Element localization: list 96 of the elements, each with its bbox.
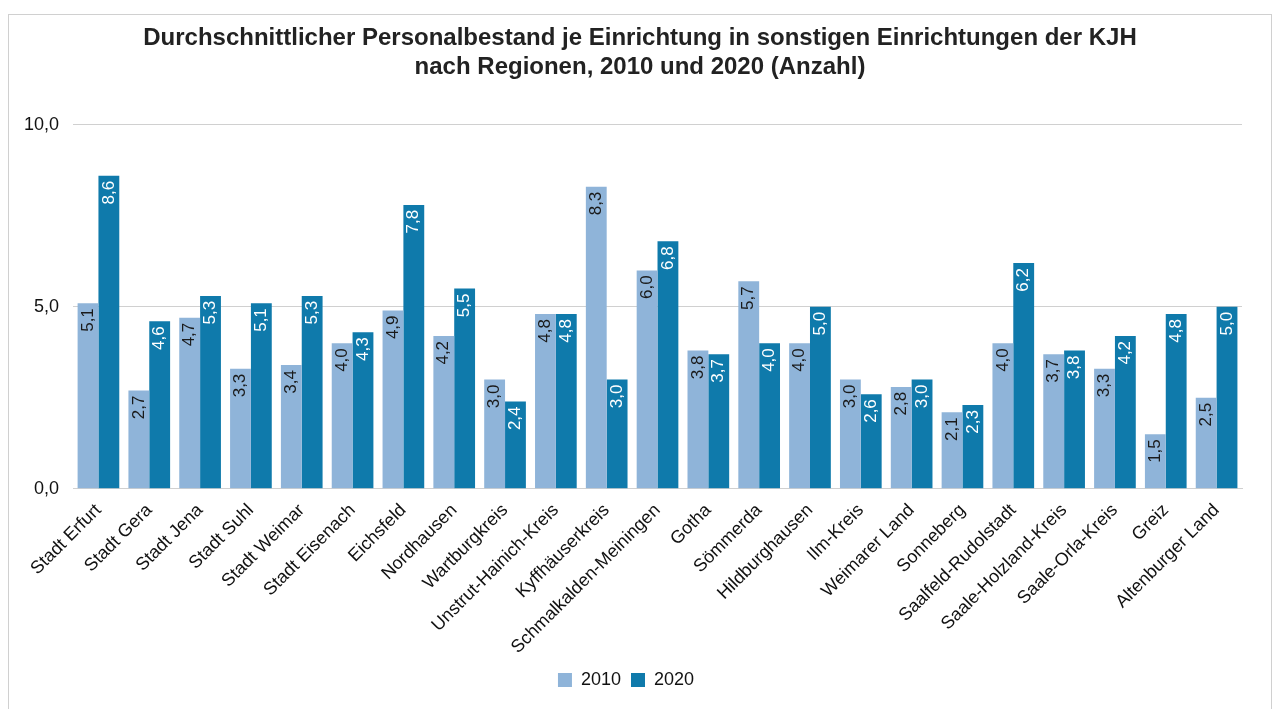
bar xyxy=(657,241,679,489)
bar xyxy=(759,343,780,489)
bar xyxy=(230,368,251,489)
bar xyxy=(809,306,831,489)
bar xyxy=(962,405,984,489)
data-label: 6,0 xyxy=(636,275,656,300)
bar xyxy=(1013,263,1035,489)
bar xyxy=(535,314,556,489)
data-label: 4,8 xyxy=(535,319,555,343)
bar xyxy=(1064,350,1085,489)
data-label: 5,0 xyxy=(810,311,830,336)
data-label: 3,3 xyxy=(230,373,250,398)
bar xyxy=(433,335,455,489)
data-label: 3,8 xyxy=(687,355,707,380)
data-label: 8,6 xyxy=(98,180,118,205)
data-label: 8,3 xyxy=(585,191,605,216)
data-label: 4,3 xyxy=(352,337,372,361)
bar xyxy=(280,365,302,489)
data-label: 3,7 xyxy=(1043,359,1063,383)
data-label: 5,0 xyxy=(1216,311,1236,336)
bar xyxy=(687,350,709,489)
data-label: 3,0 xyxy=(840,384,860,409)
data-label: 3,3 xyxy=(1094,373,1114,398)
data-label: 3,0 xyxy=(911,384,931,409)
bar xyxy=(1165,314,1187,489)
data-label: 2,6 xyxy=(860,399,880,423)
bar xyxy=(179,317,201,489)
bar xyxy=(128,390,150,489)
data-label: 4,0 xyxy=(789,348,809,372)
data-label: 5,5 xyxy=(454,293,474,318)
data-label: 5,7 xyxy=(738,286,758,310)
data-label: 3,0 xyxy=(606,384,626,409)
bar xyxy=(149,321,171,489)
bar xyxy=(1195,397,1217,489)
bar xyxy=(738,281,760,489)
bar xyxy=(331,343,353,489)
bar xyxy=(606,379,628,489)
data-label: 4,0 xyxy=(759,348,779,372)
data-label: 2,5 xyxy=(1195,402,1215,427)
data-label: 5,1 xyxy=(251,308,271,332)
data-label: 4,7 xyxy=(179,322,199,347)
bar xyxy=(382,310,404,489)
data-label: 4,0 xyxy=(992,348,1012,372)
bar xyxy=(585,186,607,489)
data-label: 3,0 xyxy=(484,384,504,409)
legend-label: 2010 xyxy=(580,668,621,689)
y-tick-label: 0,0 xyxy=(34,477,60,498)
data-label: 5,3 xyxy=(301,300,321,325)
data-label: 4,6 xyxy=(149,326,169,351)
y-tick-label: 5,0 xyxy=(34,295,60,316)
data-label: 3,4 xyxy=(281,370,301,394)
data-label: 2,8 xyxy=(890,391,910,416)
chart-title: Durchschnittlicher Personalbestand je Einrichtung in sonstigen Einrichtungen der KJH nach Regionen, 2010 und 2020 (Anzahl) xyxy=(142,22,1138,80)
data-label: 4,9 xyxy=(382,315,402,340)
data-label: 3,8 xyxy=(1064,355,1084,380)
bar xyxy=(250,303,272,489)
bar xyxy=(1144,434,1166,489)
bar xyxy=(77,303,99,489)
bar xyxy=(1216,306,1238,489)
bar xyxy=(454,288,476,489)
bar xyxy=(992,343,1014,489)
bar xyxy=(200,295,221,489)
legend-label: 2020 xyxy=(654,668,695,689)
data-label: 4,0 xyxy=(331,348,351,372)
data-label: 2,1 xyxy=(941,417,961,442)
bar xyxy=(555,314,577,489)
data-label: 6,8 xyxy=(657,246,677,270)
bar xyxy=(860,394,882,489)
bar xyxy=(1094,368,1115,489)
bar xyxy=(484,379,506,489)
y-tick-label: 10,0 xyxy=(23,113,60,134)
data-label: 7,8 xyxy=(403,209,423,234)
bar xyxy=(789,343,810,489)
bar xyxy=(839,379,861,489)
bar xyxy=(301,295,323,489)
data-label: 2,7 xyxy=(128,395,148,420)
data-label: 1,5 xyxy=(1145,439,1165,463)
bar xyxy=(708,354,730,489)
bar xyxy=(1043,354,1065,489)
data-label: 5,1 xyxy=(77,308,97,332)
bar xyxy=(352,332,374,489)
data-label: 5,3 xyxy=(200,300,220,325)
bar xyxy=(890,386,912,489)
data-label: 4,8 xyxy=(1165,319,1185,343)
bar xyxy=(636,270,658,489)
bar xyxy=(403,204,425,489)
data-label: 2,3 xyxy=(962,410,982,434)
data-label: 6,2 xyxy=(1013,268,1033,292)
data-label: 3,7 xyxy=(708,359,728,383)
data-label: 4,2 xyxy=(433,340,453,365)
data-label: 4,8 xyxy=(555,319,575,343)
bar xyxy=(1114,335,1136,489)
bar xyxy=(505,401,526,489)
data-label: 4,2 xyxy=(1115,340,1135,365)
data-label: 2,4 xyxy=(505,406,525,431)
bar xyxy=(98,175,120,489)
